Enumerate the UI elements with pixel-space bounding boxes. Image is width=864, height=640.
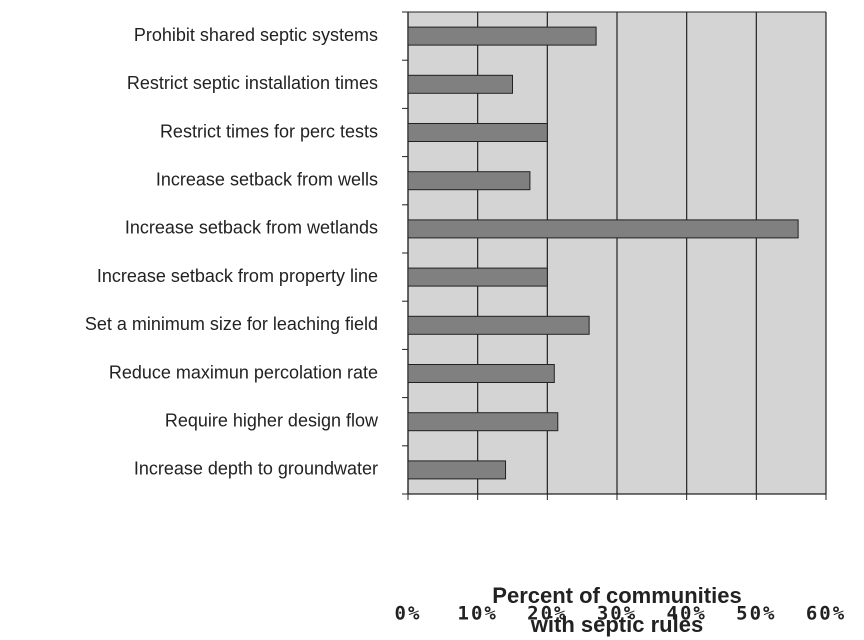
bar: [407, 412, 559, 432]
y-tick-label: Increase setback from property line: [97, 266, 378, 286]
x-tick-label: 40%: [667, 603, 707, 625]
bar: [407, 315, 590, 335]
bar: [407, 267, 548, 287]
y-tick-label: Increase setback from wells: [156, 169, 378, 189]
y-tick-label: Restrict septic installation times: [127, 73, 378, 93]
y-tick-label: Increase depth to groundwater: [134, 459, 378, 479]
bar: [407, 123, 548, 142]
x-tick-label: 60%: [806, 603, 846, 625]
y-tick-label: Prohibit shared septic systems: [134, 25, 378, 45]
y-tick-label: Restrict times for perc tests: [160, 121, 378, 141]
y-tick-label: Increase setback from wetlands: [125, 218, 378, 238]
y-tick-label: Reduce maximun percolation rate: [109, 362, 378, 382]
x-tick-label: 0%: [395, 603, 422, 625]
x-axis-title: with septic rules: [530, 612, 703, 637]
y-tick-label: Require higher design flow: [165, 410, 379, 430]
x-tick-label: 20%: [527, 603, 567, 625]
x-axis-title: Percent of communities: [492, 583, 741, 608]
bar: [407, 74, 513, 94]
bar: [407, 26, 597, 46]
x-tick-label: 50%: [736, 603, 776, 625]
bar: [407, 460, 507, 480]
bar: [407, 171, 531, 191]
x-tick-label: 10%: [458, 603, 498, 625]
bar: [407, 219, 799, 239]
bar: [407, 364, 555, 383]
y-tick-label: Set a minimum size for leaching field: [85, 314, 378, 334]
x-tick-label: 30%: [597, 603, 637, 625]
